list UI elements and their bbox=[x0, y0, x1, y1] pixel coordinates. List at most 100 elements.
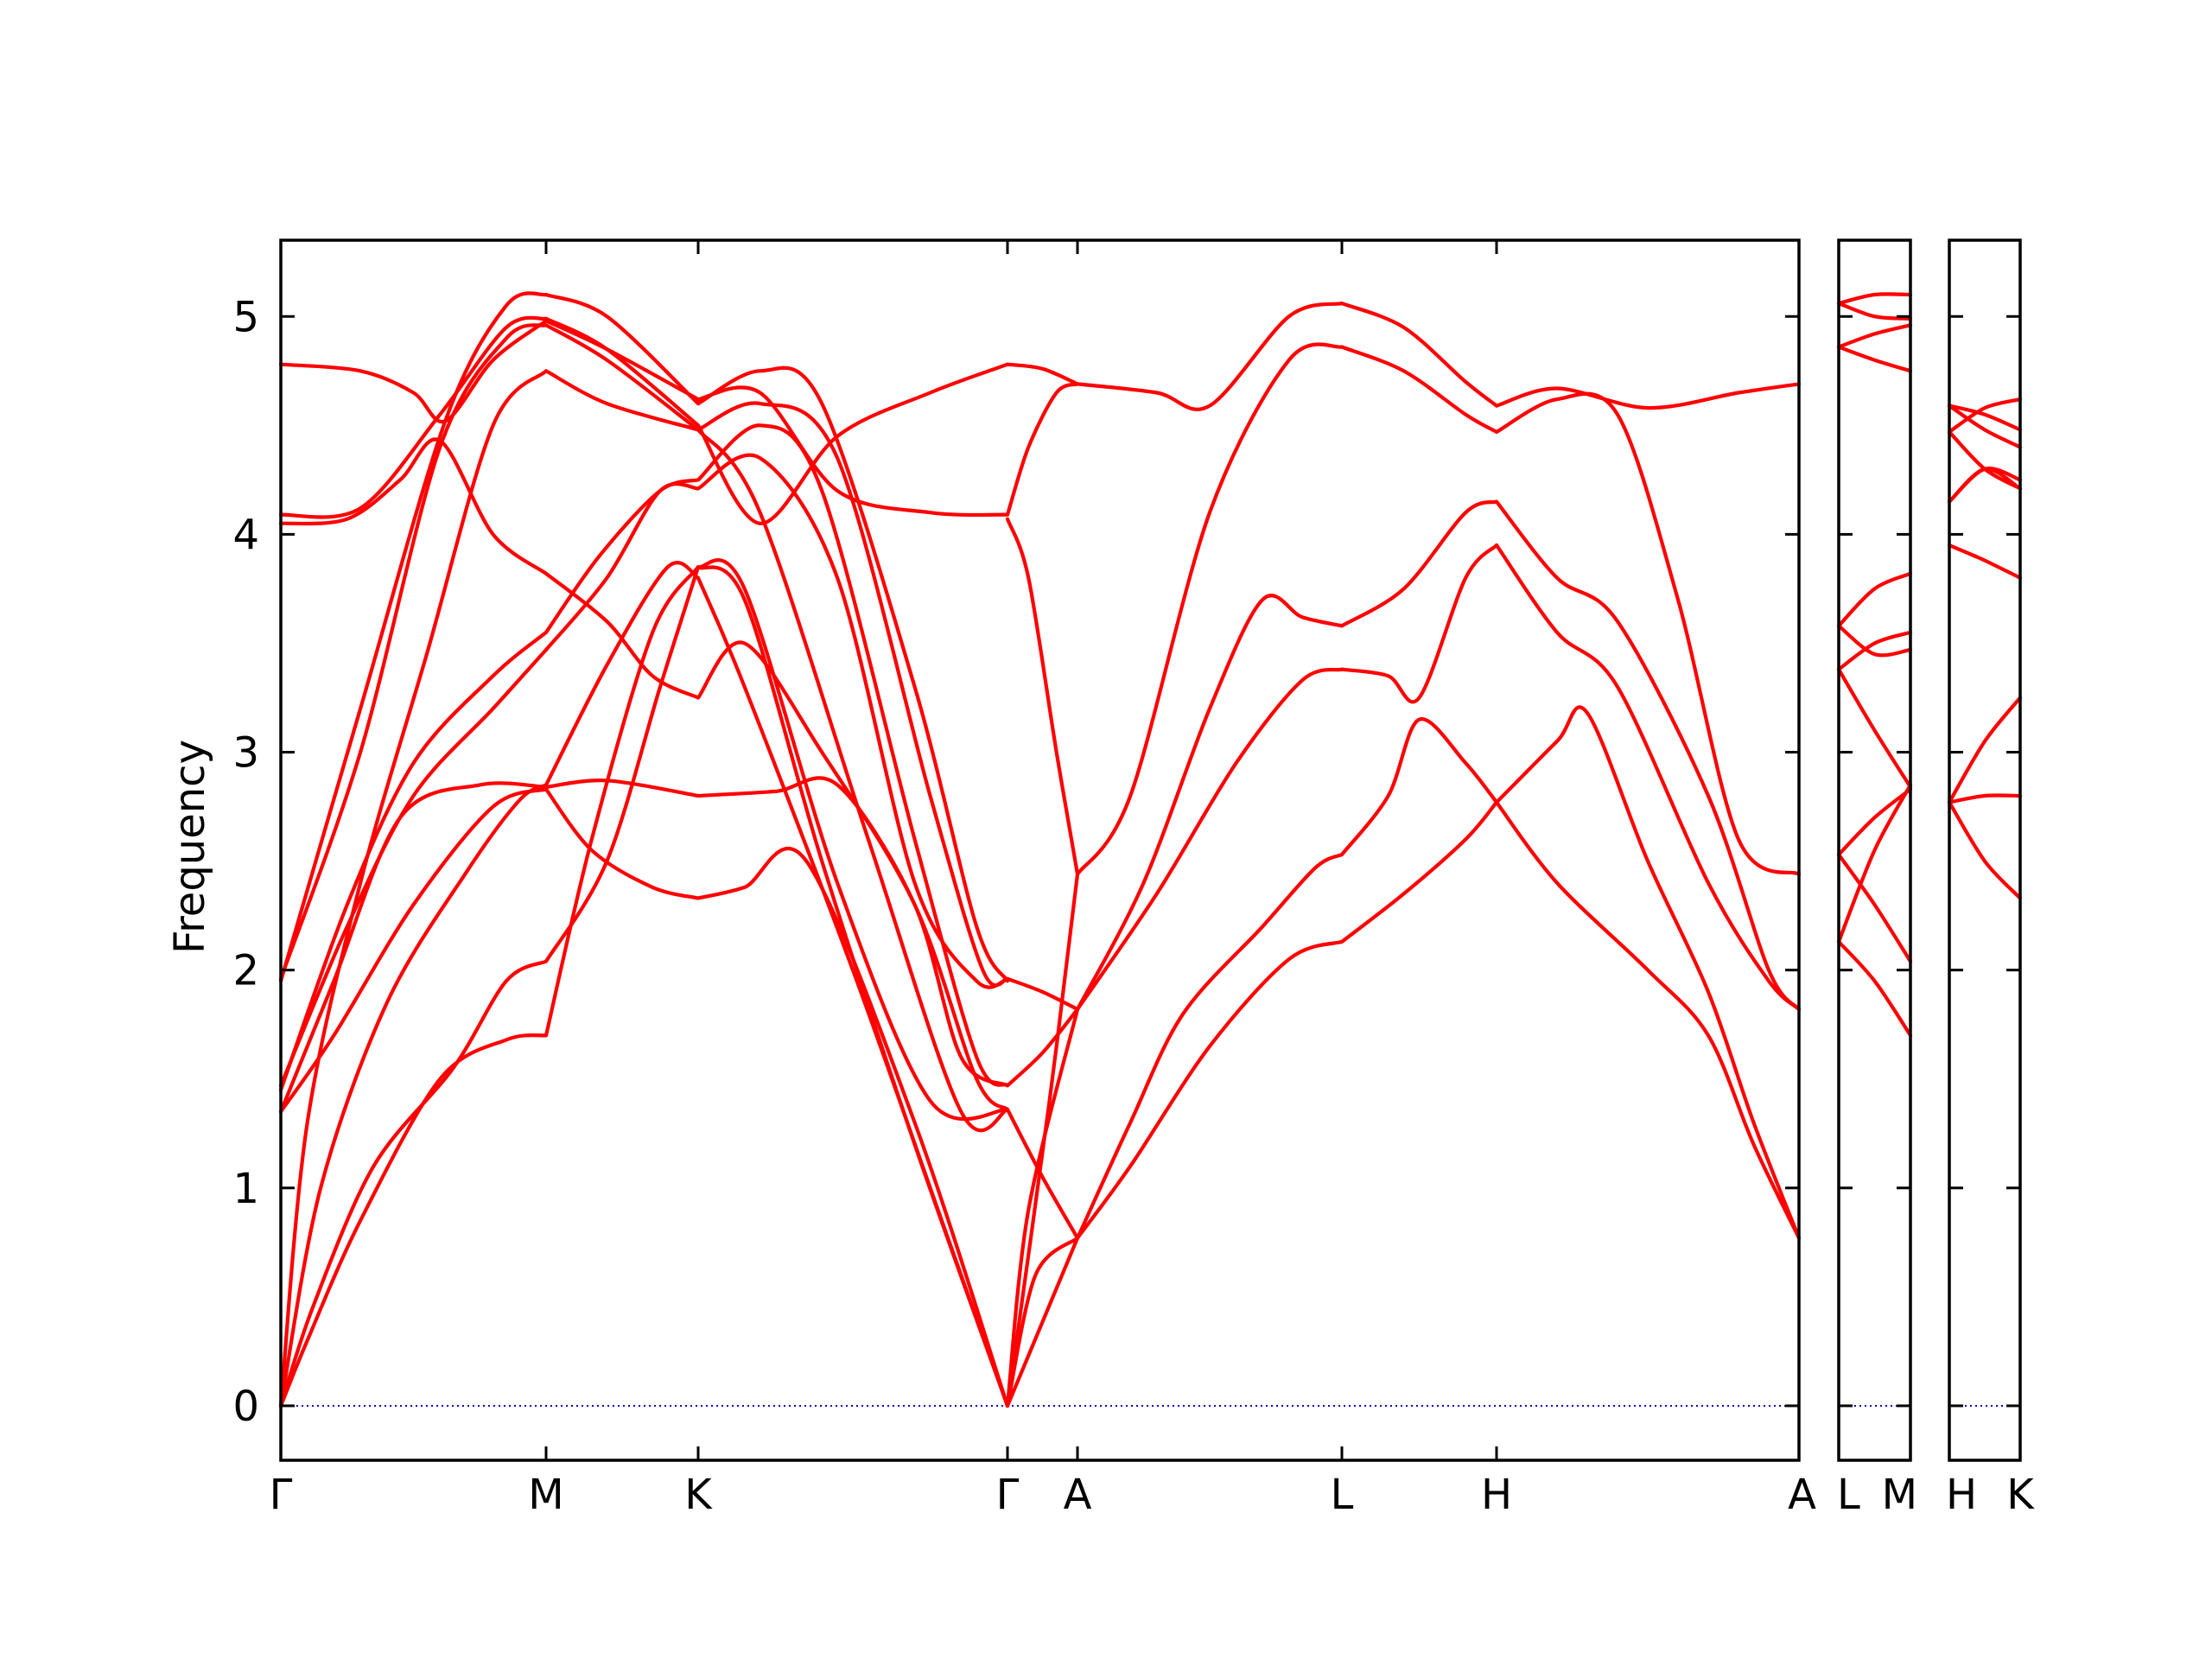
phonon-band bbox=[1005, 1007, 1080, 1088]
x-tick-label: M bbox=[1882, 1471, 1917, 1519]
x-tick-label: M bbox=[528, 1471, 563, 1519]
phonon-band bbox=[278, 323, 549, 981]
phonon-band bbox=[543, 565, 701, 1038]
phonon-band bbox=[1075, 852, 1344, 1240]
x-tick-label: H bbox=[1946, 1471, 1977, 1519]
panel-frame bbox=[279, 238, 1801, 1462]
x-tick-label: K bbox=[2006, 1471, 2035, 1519]
phonon-band bbox=[278, 647, 549, 1088]
phonon-band bbox=[1947, 404, 2023, 449]
phonon-band bbox=[1947, 429, 2023, 491]
phonon-band bbox=[1836, 302, 1913, 321]
phonon-band bbox=[1836, 292, 1913, 306]
phonon-band bbox=[278, 781, 549, 1114]
x-tick-label: K bbox=[684, 1471, 713, 1519]
phonon-band bbox=[1075, 594, 1344, 1012]
phonon-band bbox=[1836, 630, 1913, 671]
phonon-band bbox=[1947, 397, 2023, 434]
band-lines bbox=[1836, 292, 1913, 1038]
phonon-band bbox=[543, 478, 701, 634]
phonon-band bbox=[1339, 717, 1499, 857]
phonon-band bbox=[543, 565, 701, 963]
x-tick-label: A bbox=[1788, 1471, 1816, 1519]
phonon-band bbox=[696, 846, 1010, 1408]
band-lines bbox=[278, 291, 1802, 1408]
phonon-band bbox=[1947, 800, 2023, 900]
phonon-band bbox=[543, 779, 701, 798]
y-tick-label: 3 bbox=[232, 729, 259, 778]
phonon-band bbox=[1947, 404, 2023, 432]
phonon-band bbox=[1494, 800, 1802, 1240]
x-tick-label: Γ bbox=[996, 1471, 1020, 1519]
phonon-band bbox=[1836, 624, 1913, 658]
phonon-band bbox=[1005, 1007, 1080, 1408]
phonon-band bbox=[1836, 571, 1913, 628]
x-tick-label: L bbox=[1837, 1471, 1860, 1519]
phonon-band bbox=[696, 453, 1010, 989]
phonon-band bbox=[1005, 872, 1080, 1408]
panel-frame bbox=[1948, 238, 2022, 1462]
phonon-band bbox=[278, 787, 549, 1114]
phonon-band bbox=[1494, 382, 1802, 410]
phonon-band bbox=[1005, 362, 1080, 386]
phonon-band bbox=[696, 640, 1010, 1112]
phonon-band bbox=[1836, 939, 1913, 1038]
phonon-band bbox=[278, 369, 549, 1408]
phonon-band bbox=[1494, 705, 1802, 1240]
phonon-band bbox=[278, 959, 549, 1408]
phonon-band bbox=[278, 437, 549, 575]
phonon-band bbox=[1005, 976, 1080, 1012]
phonon-band bbox=[696, 558, 1010, 1122]
phonon-band bbox=[1947, 543, 2023, 580]
phonon-band bbox=[1339, 800, 1499, 944]
phonon-band bbox=[1075, 302, 1344, 411]
y-tick-label: 4 bbox=[232, 511, 259, 559]
phonon-band bbox=[543, 787, 701, 900]
phonon-band bbox=[543, 292, 701, 406]
phonon-band bbox=[1005, 1236, 1080, 1408]
phonon-band bbox=[1339, 499, 1499, 628]
phonon-band bbox=[696, 401, 1010, 988]
phonon-band bbox=[696, 428, 1010, 1133]
phonon-band bbox=[1005, 1107, 1080, 1240]
phonon-band bbox=[1836, 345, 1913, 373]
phonon-band bbox=[696, 385, 1010, 518]
phonon-band bbox=[696, 423, 1010, 1088]
phonon-band bbox=[1836, 667, 1913, 789]
phonon-band bbox=[1339, 543, 1499, 704]
band-lines bbox=[1947, 397, 2023, 900]
phonon-band bbox=[1836, 787, 1913, 857]
phonon-band bbox=[696, 365, 1010, 983]
y-tick-label: 0 bbox=[232, 1382, 259, 1431]
phonon-band bbox=[1494, 543, 1802, 1012]
phonon-band bbox=[543, 323, 701, 432]
phonon-band bbox=[278, 319, 549, 424]
x-tick-label: H bbox=[1481, 1471, 1512, 1519]
x-tick-label: L bbox=[1331, 1471, 1354, 1519]
phonon-band bbox=[278, 1033, 549, 1408]
phonon-band bbox=[543, 369, 701, 432]
phonon-band bbox=[543, 561, 701, 787]
phonon-band bbox=[1836, 852, 1913, 963]
y-tick-label: 5 bbox=[232, 293, 259, 341]
phonon-band bbox=[1005, 517, 1080, 876]
phonon-band bbox=[278, 783, 549, 1408]
y-tick-labels: 0 1 2 3 4 5 bbox=[232, 293, 259, 1431]
phonon-band bbox=[1005, 382, 1080, 517]
phonon-band bbox=[1339, 302, 1499, 408]
y-axis-title: Frequency bbox=[166, 740, 214, 954]
panel-frame bbox=[1837, 238, 1912, 1462]
phonon-band bbox=[1836, 323, 1913, 349]
phonon-band bbox=[1836, 783, 1913, 944]
phonon-band bbox=[1947, 696, 2023, 804]
phonon-band bbox=[1075, 342, 1344, 876]
phonon-band bbox=[543, 571, 701, 700]
phonon-band bbox=[543, 319, 701, 402]
phonon-band bbox=[278, 291, 549, 983]
phonon-band bbox=[1075, 939, 1344, 1240]
